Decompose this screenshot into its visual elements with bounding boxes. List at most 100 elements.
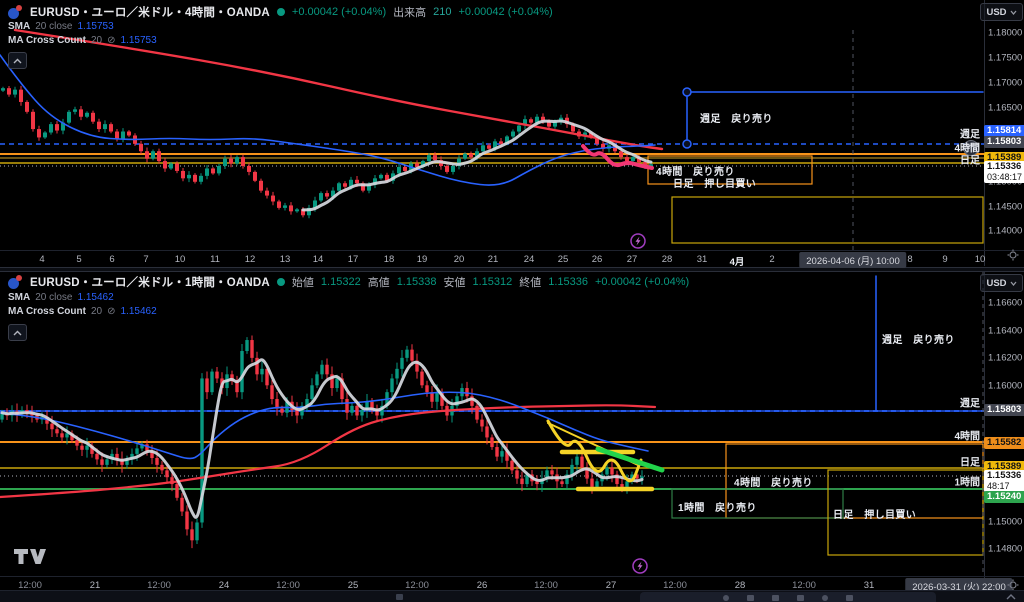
time-tick: 12:00 — [792, 580, 816, 591]
symbol-logo-icon — [8, 274, 23, 290]
white-zigzag-line — [0, 358, 644, 519]
annotation-text[interactable]: 4時間 戻り売り — [734, 478, 813, 489]
tradingview-logo-icon[interactable] — [12, 546, 50, 571]
close-label: 終値 — [519, 277, 542, 289]
price-label: 1.15814 — [984, 125, 1024, 137]
zone-box[interactable] — [671, 196, 984, 244]
grid-icon[interactable] — [396, 594, 403, 600]
chart-legend-4h: EURUSD・ユーロ／米ドル・4時間・OANDA +0.00042 (+0.04… — [8, 4, 553, 20]
price-label: 1.15336 03:48:17 — [984, 161, 1024, 183]
time-tick: 9 — [942, 254, 948, 265]
indicator-name: MA Cross Count — [8, 35, 86, 46]
annotation-text[interactable]: 1時間 戻り売り — [678, 503, 757, 514]
price-label: 1.15582 — [984, 437, 1024, 449]
price-tick: 1.16500 — [988, 102, 1023, 114]
low-label: 安値 — [443, 277, 466, 289]
indicator-value: 1.15462 — [120, 306, 157, 317]
green-trend-line[interactable] — [595, 446, 665, 473]
low-value: 1.15312 — [472, 276, 513, 288]
cursor-icon[interactable] — [723, 595, 729, 601]
indicator-name: SMA — [8, 292, 31, 303]
edit-icon[interactable] — [846, 595, 853, 601]
indicator-row-sma[interactable]: SMA 20 close 1.15462 — [8, 292, 114, 303]
slash-circle-icon: ⊘ — [107, 35, 116, 46]
time-tick: 19 — [416, 254, 428, 265]
countdown-timer: 48:17 — [987, 481, 1010, 491]
indicator-value: 1.15753 — [120, 35, 157, 46]
annotation-text[interactable]: 週足 戻り売り — [882, 335, 955, 346]
price-change: +0.00042 (+0.04%) — [594, 276, 690, 288]
lightning-event-icon[interactable] — [632, 558, 648, 574]
level-tag: 日足 — [960, 457, 980, 469]
volume-label: 出来高 — [393, 7, 427, 19]
annotation-text[interactable]: 週足 戻り売り — [700, 114, 773, 125]
floating-drawing-toolbar[interactable] — [640, 592, 936, 602]
symbol-title[interactable]: EURUSD・ユーロ／米ドル・4時間・OANDA — [30, 7, 270, 19]
volume-change: +0.00042 (+0.04%) — [458, 6, 553, 18]
time-axis-settings-gear-icon[interactable] — [1007, 248, 1019, 266]
market-status-dot-icon[interactable] — [276, 278, 285, 286]
time-tick: 26 — [476, 580, 488, 591]
price-tick: 1.16200 — [988, 352, 1023, 364]
currency-value: USD — [986, 6, 1007, 18]
time-tick: 4 — [39, 254, 45, 265]
price-label: 1.15803 — [984, 404, 1024, 416]
bottom-toolbar-strip — [0, 590, 1024, 602]
save-icon[interactable] — [797, 595, 804, 601]
indicator-name: SMA — [8, 21, 31, 32]
chevron-up-icon — [13, 330, 22, 335]
time-axis-border-bottom-panel — [0, 576, 1024, 577]
panel-divider[interactable] — [0, 267, 1024, 272]
add-order-plus-button[interactable]: + — [963, 140, 979, 156]
yellow-trend-line[interactable] — [547, 422, 639, 466]
drawing-handle[interactable] — [682, 139, 692, 149]
time-tick: 12:00 — [18, 580, 42, 591]
time-tick: 28 — [734, 580, 746, 591]
price-label: 1.15336 48:17 — [984, 470, 1024, 492]
level-tag: 1時間 — [954, 477, 980, 489]
time-tick: 10 — [174, 254, 186, 265]
symbol-title[interactable]: EURUSD・ユーロ／米ドル・1時間・OANDA — [30, 277, 270, 289]
indicator-row-ma-cross[interactable]: MA Cross Count 20 ⊘ 1.15753 — [8, 35, 157, 46]
lightning-event-icon[interactable] — [630, 233, 646, 249]
collapse-pane-button[interactable] — [8, 324, 27, 341]
currency-dropdown[interactable]: USD — [980, 3, 1023, 21]
symbol-logo-icon — [8, 4, 23, 20]
sma-line — [0, 54, 656, 186]
volume-value: 210 — [433, 6, 452, 18]
price-tick: 1.14800 — [988, 543, 1023, 555]
magnet-icon[interactable] — [772, 595, 779, 601]
collapse-pane-button[interactable] — [8, 52, 27, 69]
chevron-down-icon — [1010, 10, 1017, 15]
sma-line — [0, 391, 649, 460]
price-tick: 1.16600 — [988, 297, 1023, 309]
expand-toolbar-chevron-icon[interactable] — [1006, 593, 1016, 601]
time-tick: 13 — [279, 254, 291, 265]
indicator-row-sma[interactable]: SMA 20 close 1.15753 — [8, 21, 114, 32]
level-tag: 日足 — [960, 155, 980, 167]
indicator-row-ma-cross[interactable]: MA Cross Count 20 ⊘ 1.15462 — [8, 306, 157, 317]
open-value: 1.15322 — [320, 276, 361, 288]
time-axis-4h[interactable]: 4 5 6 7 10 11 12 13 14 17 18 19 20 21 24 25 26 27 28 31 4月 2 8… — [0, 252, 985, 268]
time-tick: 25 — [557, 254, 569, 265]
market-status-dot-icon[interactable] — [276, 8, 285, 16]
price-tick: 1.17500 — [988, 52, 1023, 64]
yellow-wave-pattern[interactable] — [546, 419, 643, 483]
level-tag: 週足 — [960, 398, 980, 410]
countdown-timer: 03:48:17 — [987, 172, 1023, 182]
annotation-text[interactable]: 日足 押し目買い — [833, 510, 917, 521]
zigzag-pink[interactable] — [581, 144, 654, 170]
annotation-text[interactable]: 4時間 戻り売り — [656, 167, 735, 178]
measure-icon[interactable] — [747, 595, 754, 601]
circle-tool-icon[interactable] — [822, 595, 828, 601]
price-tick: 1.17000 — [988, 77, 1023, 89]
time-tick: 11 — [210, 254, 220, 265]
time-tick: 24 — [523, 254, 535, 265]
currency-dropdown[interactable]: USD — [980, 274, 1023, 292]
indicator-params: 20 — [90, 35, 103, 46]
annotation-text[interactable]: 日足 押し目買い — [673, 179, 757, 190]
time-axis-border-top-panel — [0, 250, 1024, 251]
price-change: +0.00042 (+0.04%) — [291, 6, 387, 18]
high-value: 1.15338 — [396, 276, 437, 288]
drawing-handle[interactable] — [682, 87, 692, 97]
